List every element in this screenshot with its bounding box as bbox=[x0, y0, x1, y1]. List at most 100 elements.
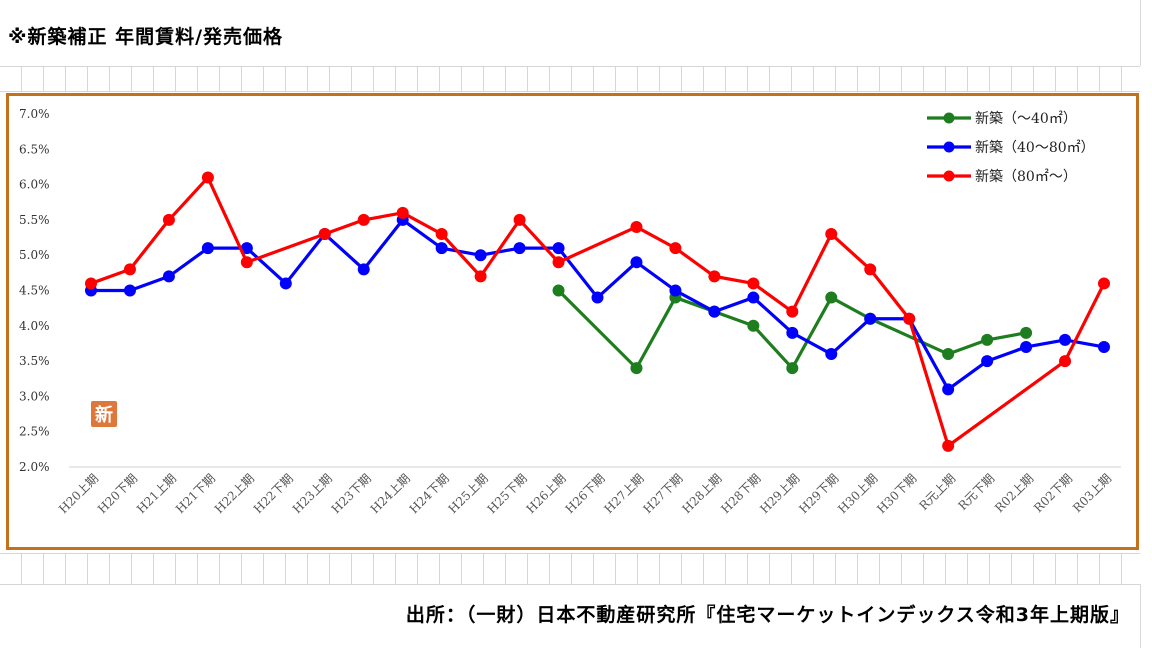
data-point bbox=[162, 270, 175, 283]
data-point bbox=[747, 291, 760, 304]
data-point bbox=[474, 270, 487, 283]
y-tick-label: 6.0% bbox=[19, 178, 50, 192]
data-point bbox=[435, 242, 448, 255]
data-point bbox=[942, 439, 955, 452]
new-badge bbox=[91, 401, 117, 427]
data-point bbox=[240, 256, 253, 269]
data-point bbox=[123, 284, 136, 297]
x-tick-label: H24下期 bbox=[407, 471, 452, 516]
data-point bbox=[357, 213, 370, 226]
data-point bbox=[1059, 355, 1072, 368]
x-tick-label: H27上期 bbox=[602, 471, 647, 516]
data-point bbox=[903, 312, 916, 325]
data-point bbox=[747, 319, 760, 332]
x-tick-label: H22上期 bbox=[212, 471, 257, 516]
data-point bbox=[396, 206, 409, 219]
x-tick-label: H30上期 bbox=[835, 471, 880, 516]
y-tick-label: 5.5% bbox=[19, 213, 50, 227]
data-point bbox=[864, 263, 877, 276]
y-tick-label: 6.5% bbox=[19, 142, 50, 156]
x-tick-label: H24上期 bbox=[368, 471, 413, 516]
x-tick-label: H27下期 bbox=[640, 471, 685, 516]
data-point bbox=[981, 355, 994, 368]
data-point bbox=[357, 263, 370, 276]
data-point bbox=[825, 291, 838, 304]
y-tick-label: 2.0% bbox=[19, 460, 50, 474]
x-tick-label: H26上期 bbox=[524, 471, 569, 516]
x-tick-label: H30下期 bbox=[874, 471, 919, 516]
legend-label: 新築（40～80㎡） bbox=[975, 140, 1095, 156]
data-point bbox=[240, 242, 253, 255]
footer: 出所：（一財）日本不動産研究所『住宅マーケットインデックス令和3年上期版』 bbox=[0, 584, 1141, 648]
legend-label: 新築（～40㎡） bbox=[975, 111, 1077, 127]
data-point bbox=[981, 333, 994, 346]
page-title: ※新築補正 年間賃料/発売価格 bbox=[8, 26, 284, 48]
x-tick-label: H21上期 bbox=[134, 471, 179, 516]
y-tick-label: 5.0% bbox=[19, 248, 50, 262]
x-tick-label: R02上期 bbox=[992, 471, 1036, 515]
x-tick-label: H29上期 bbox=[757, 471, 802, 516]
data-point bbox=[630, 220, 643, 233]
data-point bbox=[1098, 340, 1110, 353]
x-tick-label: H26下期 bbox=[563, 471, 608, 516]
data-point bbox=[942, 383, 955, 396]
data-point bbox=[1098, 277, 1110, 290]
series-line-2 bbox=[90, 175, 1106, 448]
data-point bbox=[786, 362, 799, 375]
x-tick-label: R02下期 bbox=[1031, 471, 1075, 515]
header: ※新築補正 年間賃料/発売価格 bbox=[0, 0, 1141, 66]
data-point bbox=[435, 228, 448, 241]
x-tick-label: R元上期 bbox=[917, 471, 959, 513]
legend-swatch-marker bbox=[943, 112, 955, 124]
y-tick-label: 4.5% bbox=[19, 284, 50, 298]
y-tick-label: 2.5% bbox=[19, 425, 50, 439]
data-point bbox=[552, 242, 565, 255]
data-point bbox=[591, 291, 604, 304]
spreadsheet-grid-bottom bbox=[0, 553, 1140, 585]
data-point bbox=[747, 277, 760, 290]
data-point bbox=[630, 362, 643, 375]
legend-swatch-marker bbox=[943, 170, 955, 182]
data-point bbox=[552, 256, 565, 269]
new-badge-label: 新 bbox=[95, 404, 113, 426]
data-point bbox=[552, 284, 565, 297]
x-tick-label: H23下期 bbox=[329, 471, 374, 516]
data-point bbox=[201, 171, 214, 184]
legend-label: 新築（80㎡～） bbox=[975, 169, 1077, 185]
data-point bbox=[201, 242, 214, 255]
line-chart: 2.0% 2.5% 3.0% 3.5% 4.0% 4.5% 5.0% 5.5% 6.0% 6.5%… bbox=[19, 107, 1121, 516]
x-tick-label: H23上期 bbox=[290, 471, 335, 516]
x-tick-label: H25下期 bbox=[485, 471, 530, 516]
x-tick-label: H29下期 bbox=[796, 471, 841, 516]
chart-frame: 2.0% 2.5% 3.0% 3.5% 4.0% 4.5% 5.0% 5.5% 6.0% 6.5%… bbox=[6, 93, 1139, 550]
x-tick-label: R元下期 bbox=[955, 471, 997, 513]
x-tick-label: H22下期 bbox=[251, 471, 296, 516]
data-point bbox=[669, 242, 682, 255]
data-point bbox=[669, 284, 682, 297]
x-tick-label: H25上期 bbox=[446, 471, 491, 516]
x-tick-label: R03上期 bbox=[1070, 471, 1114, 515]
data-point bbox=[786, 326, 799, 339]
data-point bbox=[825, 348, 838, 361]
data-point bbox=[1020, 326, 1033, 339]
data-point bbox=[85, 277, 97, 290]
data-point bbox=[1059, 333, 1072, 346]
y-tick-label: 3.0% bbox=[19, 389, 50, 403]
data-point bbox=[708, 270, 721, 283]
y-tick-label: 3.5% bbox=[19, 354, 50, 368]
y-tick-label: 4.0% bbox=[19, 319, 50, 333]
y-tick-label: 7.0% bbox=[19, 107, 50, 121]
data-point bbox=[318, 228, 331, 241]
x-tick-label: H21下期 bbox=[173, 471, 218, 516]
data-point bbox=[630, 256, 643, 269]
data-point bbox=[825, 228, 838, 241]
x-tick-label: H28下期 bbox=[718, 471, 763, 516]
data-point bbox=[123, 263, 136, 276]
data-point bbox=[1020, 340, 1033, 353]
source-note: 出所：（一財）日本不動産研究所『住宅マーケットインデックス令和3年上期版』 bbox=[405, 604, 1130, 626]
data-point bbox=[162, 213, 175, 226]
data-point bbox=[474, 249, 487, 262]
data-point bbox=[279, 277, 292, 290]
data-point bbox=[942, 348, 955, 361]
legend-swatch-marker bbox=[943, 141, 955, 153]
